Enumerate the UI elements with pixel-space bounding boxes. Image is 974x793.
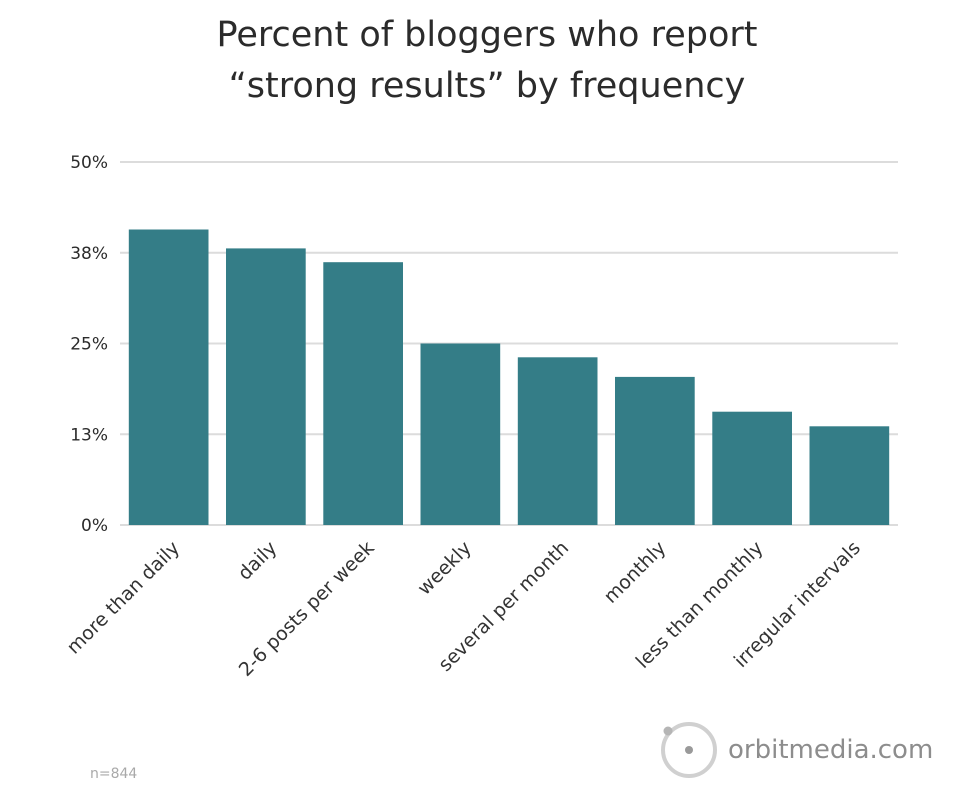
x-tick-label: more than daily bbox=[63, 537, 185, 659]
brand-text: orbitmedia.com bbox=[728, 735, 933, 765]
bar bbox=[809, 426, 890, 525]
bars bbox=[128, 229, 890, 525]
y-tick-label: 25% bbox=[70, 335, 108, 355]
orbit-logo-icon bbox=[661, 722, 717, 778]
brand-logo: orbitmedia.com bbox=[661, 722, 933, 778]
bar bbox=[420, 343, 501, 525]
bar bbox=[226, 248, 306, 525]
chart-title: Percent of bloggers who report “strong r… bbox=[217, 15, 758, 106]
y-tick-label: 0% bbox=[81, 516, 108, 536]
bar bbox=[712, 411, 792, 525]
y-tick-label: 38% bbox=[70, 244, 108, 264]
y-tick-label: 13% bbox=[70, 425, 108, 445]
y-tick-labels: 0% 13% 25% 38% 50% bbox=[70, 153, 108, 536]
x-tick-label: weekly bbox=[413, 537, 476, 600]
x-tick-label: monthly bbox=[600, 537, 671, 608]
x-tick-label: daily bbox=[234, 537, 282, 585]
chart-title-line-1: Percent of bloggers who report bbox=[217, 15, 758, 55]
bar bbox=[128, 229, 209, 525]
bar bbox=[323, 262, 403, 525]
bar bbox=[615, 376, 695, 525]
bar bbox=[517, 357, 598, 525]
chart-title-line-2: “strong results” by frequency bbox=[229, 66, 746, 106]
sample-size-note: n=844 bbox=[90, 766, 137, 782]
y-tick-label: 50% bbox=[70, 153, 108, 173]
